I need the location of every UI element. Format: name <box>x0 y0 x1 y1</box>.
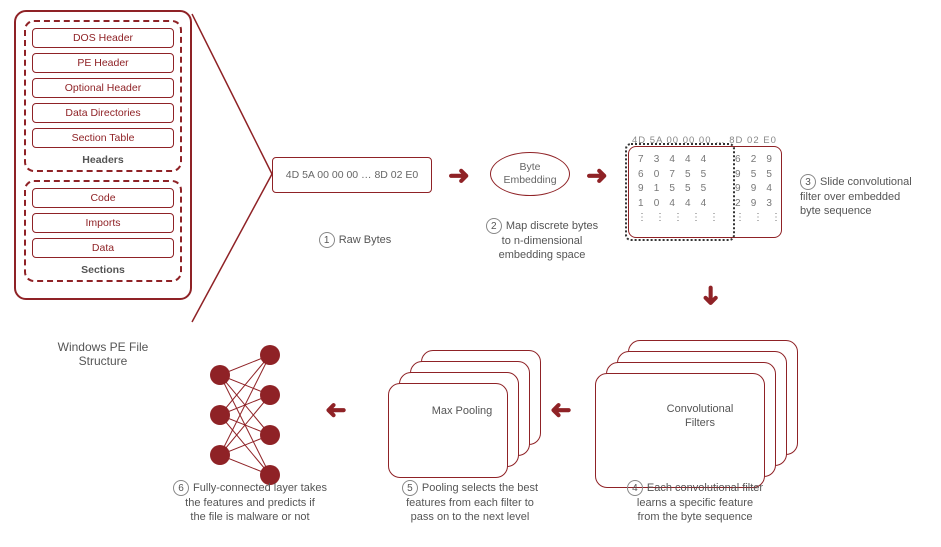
arrow-icon: ➜ <box>550 395 572 426</box>
pe-header-item: Data Directories <box>32 103 174 123</box>
step-2-text: Map discrete bytesto n-dimensionalembedd… <box>499 220 599 261</box>
step-3-num: 3 <box>800 174 816 190</box>
pe-sections-label: Sections <box>32 263 174 278</box>
arrow-icon: ➜ <box>695 285 726 307</box>
conv-stack-label: ConvolutionalFilters <box>615 402 785 431</box>
pe-section-item: Code <box>32 188 174 208</box>
pe-headers-label: Headers <box>32 153 174 168</box>
byte-embedding-node: ByteEmbedding <box>490 152 570 196</box>
step-4-num: 4 <box>627 480 643 496</box>
step-4-label: 4Each convolutional filterlearns a speci… <box>605 480 785 525</box>
step-5-label: 5Pooling selects the bestfeatures from e… <box>375 480 565 525</box>
step-5-num: 5 <box>402 480 418 496</box>
pe-structure-title: Windows PE FileStructure <box>14 340 192 368</box>
arrow-icon: ➜ <box>325 395 347 426</box>
matrix-header: 4D 5A 00 00 00 … 8D 02 E0 <box>628 135 788 146</box>
step-1-label: 1 Raw Bytes <box>290 232 420 248</box>
step-4-text: Each convolutional filterlearns a specif… <box>637 482 763 523</box>
pe-headers-group: DOS Header PE Header Optional Header Dat… <box>24 20 182 172</box>
step-1-text: Raw Bytes <box>339 234 392 246</box>
pe-header-item: Optional Header <box>32 78 174 98</box>
step-6-text: Fully-connected layer takesthe features … <box>185 482 327 523</box>
fully-connected-nn <box>210 345 290 465</box>
step-3-label: 3Slide convolutionalfilter over embedded… <box>800 174 930 219</box>
conv-filter-stack: ConvolutionalFilters <box>595 340 795 490</box>
embedded-matrix: 4D 5A 00 00 00 … 8D 02 E0 73444629607559… <box>628 135 788 242</box>
step-5-text: Pooling selects the bestfeatures from ea… <box>406 482 538 523</box>
step-1-num: 1 <box>319 232 335 248</box>
step-2-num: 2 <box>486 218 502 234</box>
pe-header-item: Section Table <box>32 128 174 148</box>
pe-header-item: DOS Header <box>32 28 174 48</box>
pe-file-structure: DOS Header PE Header Optional Header Dat… <box>14 10 192 300</box>
step-3-text: Slide convolutionalfilter over embeddedb… <box>800 176 912 217</box>
step-6-label: 6Fully-connected layer takesthe features… <box>150 480 350 525</box>
pool-stack: Max Pooling <box>388 350 548 480</box>
pe-header-item: PE Header <box>32 53 174 73</box>
step-6-num: 6 <box>173 480 189 496</box>
arrow-icon: ➜ <box>448 160 470 191</box>
raw-bytes-box: 4D 5A 00 00 00 … 8D 02 E0 <box>272 157 432 193</box>
step-2-label: 2Map discrete bytesto n-dimensionalembed… <box>472 218 612 263</box>
pe-sections-group: Code Imports Data Sections <box>24 180 182 282</box>
pe-section-item: Data <box>32 238 174 258</box>
arrow-icon: ➜ <box>586 160 608 191</box>
stack-card <box>388 383 508 478</box>
pe-section-item: Imports <box>32 213 174 233</box>
matrix-solid: 73444629607559559155599410444293⋮⋮⋮⋮⋮⋮⋮⋮ <box>628 146 782 238</box>
pool-stack-label: Max Pooling <box>402 404 522 418</box>
